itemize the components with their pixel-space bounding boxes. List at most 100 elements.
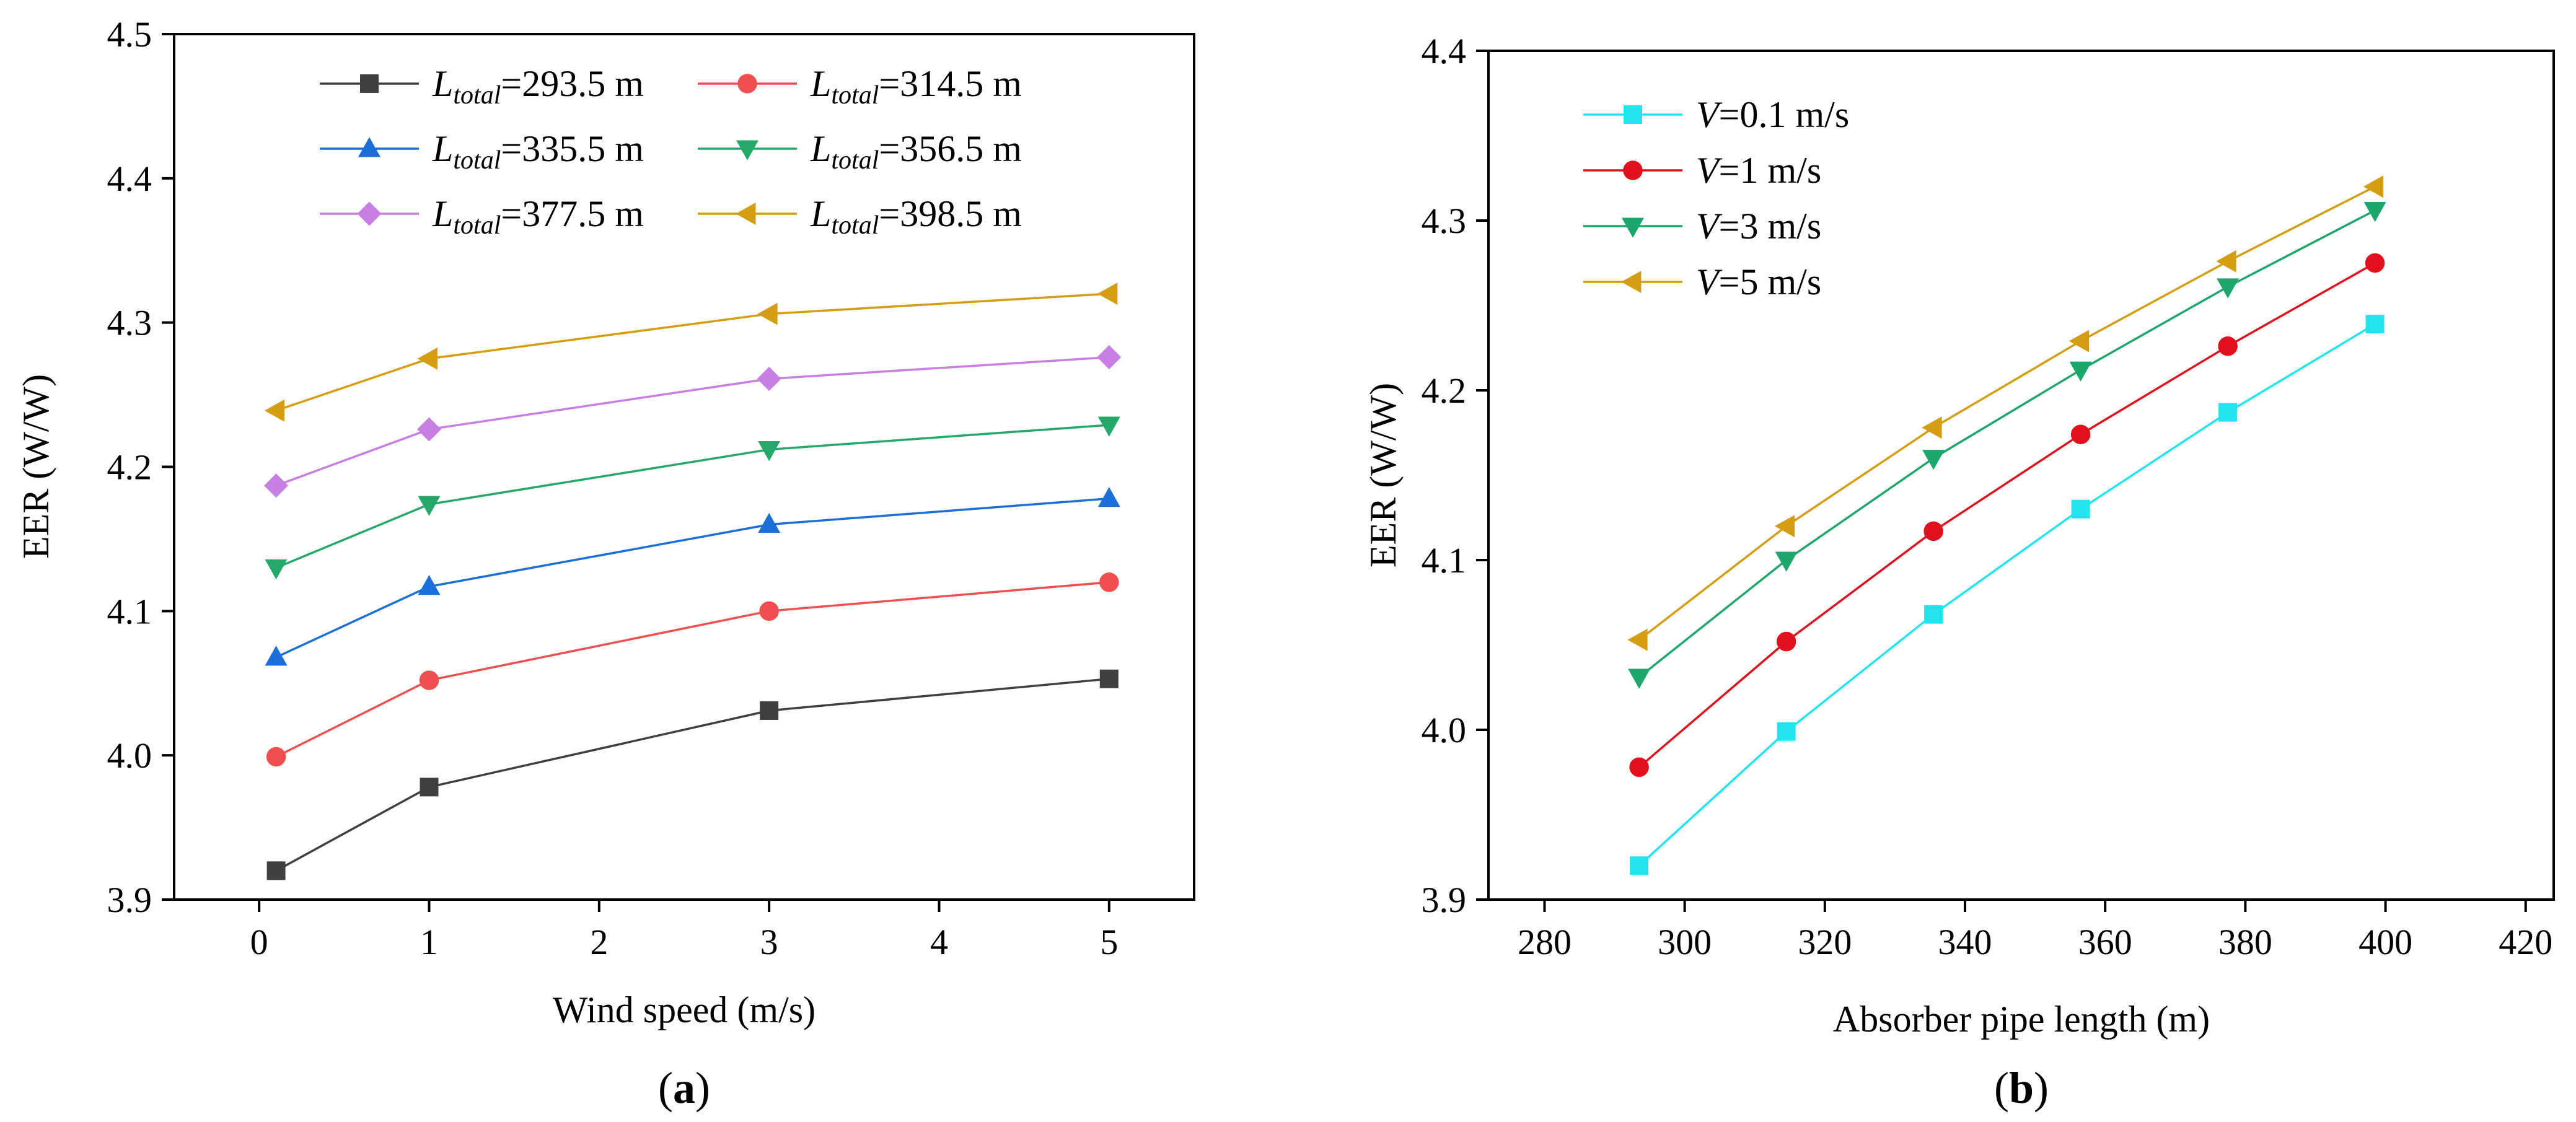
y-axis-title-b: EER (W/W) — [1363, 383, 1404, 568]
data-point — [1099, 572, 1119, 592]
data-point — [417, 417, 441, 442]
series-4 — [1627, 175, 2384, 651]
legend-marker — [736, 140, 758, 160]
y-tick-label: 4.3 — [107, 303, 152, 343]
data-point — [266, 861, 286, 880]
data-point — [264, 473, 289, 498]
axis-ticks-b: 280 300 320 340 360 380 400 420 3.9 4.0 4.1 4.2 4.3 4… — [1422, 31, 2553, 962]
y-tick-label: 4.3 — [1422, 201, 1467, 241]
legend-label: Ltotal=293.5 m — [432, 63, 644, 110]
data-point — [2363, 202, 2386, 222]
series-group-b — [1627, 175, 2386, 875]
series-line — [275, 356, 1109, 487]
legend-marker — [357, 201, 382, 226]
series-line — [276, 292, 1109, 412]
data-point — [2068, 330, 2090, 353]
legend-item: Ltotal=398.5 m — [698, 193, 1022, 240]
series-6 — [264, 283, 1118, 422]
y-axis-title-a: EER (W/W) — [15, 374, 56, 559]
legend-label: Ltotal=377.5 m — [432, 193, 644, 240]
legend-label: V=5 m/s — [1696, 261, 1821, 302]
legend-marker — [737, 74, 757, 94]
legend-item: Ltotal=293.5 m — [320, 63, 644, 110]
legend-marker — [736, 203, 756, 225]
y-tick-label: 4.4 — [1422, 31, 1467, 71]
legend-item: V=3 m/s — [1583, 206, 1821, 247]
x-tick-label: 0 — [250, 922, 268, 962]
data-point — [2218, 403, 2238, 422]
x-tick-label: 3 — [760, 922, 778, 962]
x-tick-label: 5 — [1100, 922, 1118, 962]
data-point — [757, 302, 778, 325]
data-point — [758, 512, 781, 533]
x-tick-label: 300 — [1658, 922, 1712, 962]
data-point — [1097, 283, 1118, 305]
panel-label-a: (a) — [658, 1063, 710, 1113]
legend-label: V=0.1 m/s — [1696, 94, 1849, 135]
data-point — [419, 670, 439, 690]
series-line — [1638, 261, 2376, 768]
legend-a: Ltotal=293.5 m Ltotal=314.5 m Ltotal=335.5… — [320, 63, 1022, 240]
legend-marker — [1621, 271, 1642, 293]
data-point — [2218, 336, 2238, 356]
legend-marker — [1622, 217, 1644, 238]
legend-label: Ltotal=335.5 m — [432, 128, 644, 175]
x-tick-label: 400 — [2358, 922, 2412, 962]
data-point — [420, 778, 439, 797]
legend-label: V=1 m/s — [1696, 150, 1821, 191]
legend-item: Ltotal=377.5 m — [320, 193, 644, 240]
series-1 — [266, 669, 1119, 880]
data-point — [1628, 668, 1651, 689]
data-point — [2216, 250, 2236, 273]
y-tick-label: 4.1 — [107, 591, 152, 631]
data-point — [1099, 669, 1119, 688]
legend-marker — [360, 74, 379, 93]
x-tick-label: 380 — [2218, 922, 2272, 962]
y-tick-label: 4.1 — [1422, 540, 1467, 581]
data-point — [760, 701, 779, 720]
data-point — [1922, 450, 1945, 470]
y-tick-label: 3.9 — [1422, 880, 1467, 920]
series-line — [1638, 209, 2376, 678]
data-point — [1775, 551, 1798, 572]
data-point — [1097, 416, 1120, 437]
series-1 — [1630, 315, 2385, 875]
series-line — [1638, 185, 2376, 641]
data-point — [265, 646, 288, 666]
data-point — [759, 601, 779, 621]
series-group-a — [264, 283, 1122, 880]
data-point — [265, 559, 288, 580]
series-line — [1638, 323, 2376, 867]
legend-item: Ltotal=335.5 m — [320, 128, 644, 175]
legend-item: Ltotal=356.5 m — [698, 128, 1022, 175]
data-point — [1627, 628, 1648, 651]
data-point — [2070, 424, 2091, 444]
series-line — [275, 678, 1109, 872]
legend-item: V=1 m/s — [1583, 150, 1821, 191]
legend-label: Ltotal=314.5 m — [810, 63, 1022, 110]
y-tick-label: 4.0 — [107, 735, 152, 776]
data-point — [264, 399, 285, 422]
y-tick-label: 4.2 — [107, 447, 152, 488]
x-tick-label: 320 — [1798, 922, 1852, 962]
x-axis-title-a: Wind speed (m/s) — [553, 989, 815, 1030]
legend-item: Ltotal=314.5 m — [698, 63, 1022, 110]
x-tick-label: 1 — [420, 922, 438, 962]
plot-frame-b — [1487, 50, 2555, 901]
x-tick-label: 340 — [1938, 922, 1992, 962]
data-point — [1777, 722, 1796, 741]
series-2 — [1629, 253, 2385, 778]
data-point — [2071, 499, 2090, 519]
data-point — [1776, 631, 1796, 652]
data-point — [417, 347, 437, 370]
legend-b: V=0.1 m/s V=1 m/s V=3 m/s V=5 m/s — [1583, 94, 1849, 302]
x-tick-label: 360 — [2078, 922, 2132, 962]
y-tick-label: 4.2 — [1422, 370, 1467, 411]
legend-label: V=3 m/s — [1696, 206, 1821, 247]
series-3 — [1628, 202, 2386, 689]
series-3 — [265, 486, 1120, 666]
x-tick-label: 2 — [590, 922, 608, 962]
series-2 — [266, 572, 1119, 767]
x-tick-label: 4 — [930, 922, 948, 962]
data-point — [1629, 757, 1649, 778]
